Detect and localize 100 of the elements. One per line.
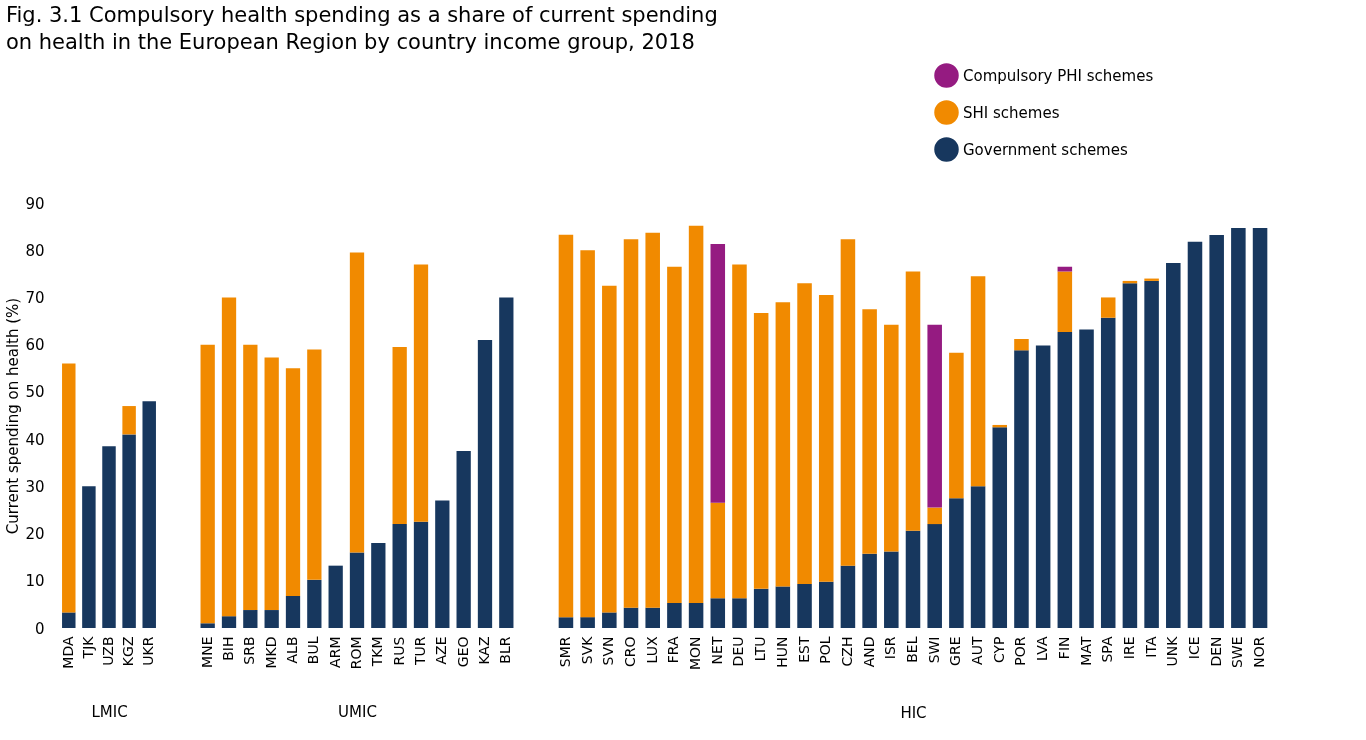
x-tick-label: HUN xyxy=(773,636,790,668)
bar xyxy=(645,232,660,608)
bar xyxy=(970,276,986,487)
x-tick-label: CZH xyxy=(838,636,855,667)
bar xyxy=(499,297,514,628)
x-tick-label: SPA xyxy=(1099,636,1116,663)
bar xyxy=(82,486,96,628)
x-tick-label: FIN xyxy=(1055,636,1072,660)
bar xyxy=(371,543,386,628)
bar xyxy=(732,264,747,599)
x-tick-label: ROM xyxy=(348,636,364,670)
x-tick-label: LVA xyxy=(1034,636,1051,662)
x-tick-label: BUL xyxy=(305,636,322,665)
bar xyxy=(349,252,365,553)
bar xyxy=(477,339,493,628)
bar xyxy=(580,250,595,618)
bar xyxy=(264,357,279,611)
x-tick-label: AUT xyxy=(969,636,986,665)
bar xyxy=(1187,241,1203,628)
x-tick-label: EST xyxy=(795,636,812,663)
bar xyxy=(307,579,322,628)
bar xyxy=(753,588,769,628)
bar xyxy=(1014,339,1029,351)
bar xyxy=(667,266,682,603)
x-axis-title: UMIC xyxy=(338,703,377,722)
legend-label: Compulsory PHI schemes xyxy=(963,66,1154,85)
bar xyxy=(285,368,301,596)
bar xyxy=(753,313,769,589)
x-tick-label: MKD xyxy=(262,636,279,669)
y-tick-label: 80 xyxy=(25,241,45,260)
x-tick-label: TJK xyxy=(79,635,96,660)
x-tick-label: POR xyxy=(1012,636,1029,666)
bar xyxy=(580,617,595,628)
x-tick-label: BEL xyxy=(904,636,920,663)
bar xyxy=(392,347,407,525)
x-tick-label: MNE xyxy=(198,636,215,668)
bar xyxy=(732,598,747,628)
bar xyxy=(243,344,258,611)
legend-label: SHI schemes xyxy=(963,103,1060,122)
x-tick-label: AND xyxy=(860,636,877,668)
bar xyxy=(413,264,429,522)
bar xyxy=(307,349,322,580)
y-axis-title: Current spending on health (%) xyxy=(4,297,23,535)
x-tick-label: SWI xyxy=(925,636,942,664)
x-tick-label: MAT xyxy=(1077,636,1094,666)
bar xyxy=(862,553,877,628)
x-tick-label: CRO xyxy=(622,636,639,668)
bar xyxy=(775,586,791,628)
bar xyxy=(264,610,279,628)
bar xyxy=(710,598,726,628)
bar xyxy=(243,610,258,628)
x-tick-label: ISR xyxy=(882,636,899,660)
x-tick-label: NET xyxy=(708,636,725,665)
x-tick-label: KAZ xyxy=(475,636,492,665)
bar xyxy=(688,225,704,603)
bar xyxy=(1035,345,1051,628)
bar xyxy=(602,285,617,613)
bar xyxy=(775,302,791,587)
bar xyxy=(710,244,726,503)
bar xyxy=(688,602,704,628)
bar xyxy=(1100,317,1116,628)
x-tick-label: NOR xyxy=(1251,636,1268,668)
bar xyxy=(884,551,899,628)
bar xyxy=(1144,280,1159,628)
x-tick-label: GRE xyxy=(947,636,964,666)
y-tick-label: 20 xyxy=(25,525,45,544)
bar xyxy=(1209,235,1224,628)
bar xyxy=(818,295,834,582)
x-tick-label: BLR xyxy=(497,636,514,664)
bar xyxy=(927,507,942,525)
bar xyxy=(349,552,365,628)
x-tick-label: UZB xyxy=(100,636,116,666)
x-tick-label: LUX xyxy=(643,636,660,664)
bar xyxy=(558,617,574,628)
bar xyxy=(221,297,237,617)
y-tick-label: 30 xyxy=(25,477,45,496)
bar xyxy=(840,565,856,628)
bar xyxy=(862,309,877,554)
bar xyxy=(840,239,856,566)
bar xyxy=(1166,262,1181,628)
bar xyxy=(221,616,237,628)
bar xyxy=(905,271,921,531)
bar xyxy=(285,595,301,628)
bar xyxy=(602,612,617,628)
x-tick-label: MON xyxy=(687,636,704,671)
bar xyxy=(102,446,116,628)
bar xyxy=(122,434,136,628)
bar xyxy=(1252,228,1268,628)
x-tick-label: BIH xyxy=(220,636,237,661)
x-tick-label: SVN xyxy=(600,636,617,666)
bar xyxy=(710,502,726,599)
bar xyxy=(62,612,76,628)
bar xyxy=(797,283,812,585)
x-tick-label: SWE xyxy=(1229,636,1246,669)
bar xyxy=(797,584,812,628)
bar xyxy=(122,406,136,435)
x-tick-label: DEN xyxy=(1207,636,1224,667)
bar xyxy=(558,234,574,618)
bar xyxy=(992,427,1008,628)
x-tick-label: ARM xyxy=(326,636,343,668)
